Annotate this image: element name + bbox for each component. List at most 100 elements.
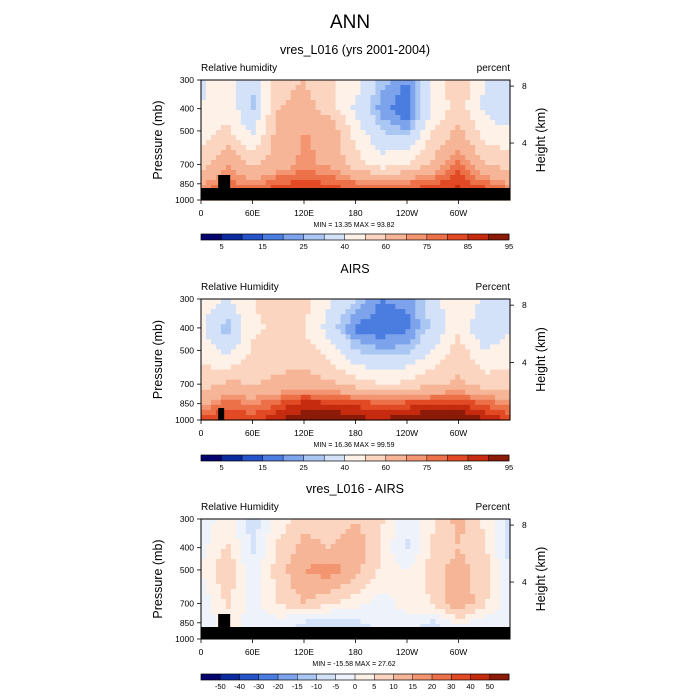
heatmap-cell [290,304,297,310]
heatmap-cell [285,175,292,181]
heatmap-cell [345,110,352,116]
heatmap-cell [201,364,207,371]
heatmap-cell [440,394,446,401]
heatmap-cell [285,90,292,96]
heatmap-cell [201,394,207,401]
heatmap-cell [260,100,267,106]
heatmap-cell [465,135,471,141]
heatmap-cell [290,579,297,585]
heatmap-cell [250,384,257,391]
heatmap-cell [380,384,386,391]
heatmap-cell [505,120,511,126]
heatmap-cell [505,534,511,540]
heatmap-cell [315,150,322,156]
heatmap-cell [335,534,342,540]
heatmap-cell [500,324,506,330]
heatmap-cell [255,359,262,366]
heatmap-cell [225,90,232,96]
heatmap-cell [445,105,451,111]
heatmap-cell [460,170,466,176]
heatmap-cell [380,559,386,565]
heatmap-cell [240,314,247,320]
heatmap-cell [285,364,292,371]
heatmap-cell [420,349,426,356]
heatmap-cell [490,100,496,106]
heatmap-cell [390,319,396,325]
heatmap-cell [235,339,242,345]
heatmap-cell [470,404,476,411]
heatmap-cell [380,175,386,181]
heatmap-cell [240,369,247,376]
heatmap-cell [275,80,282,86]
heatmap-cell [215,90,222,96]
heatmap-cell [470,85,476,91]
xtick-label: 180 [348,208,362,218]
heatmap-cell [300,589,307,595]
heatmap-cell [500,100,506,106]
heatmap-cell [450,319,456,325]
heatmap-cell [480,554,486,560]
heatmap-cell [255,384,262,391]
heatmap-cell [260,314,267,320]
heatmap-cell [505,319,511,325]
heatmap-cell [440,95,446,101]
heatmap-cell [370,150,377,156]
heatmap-cell [415,359,421,366]
heatmap-cell [201,604,207,610]
colorbar-swatch [451,674,471,680]
heatmap-cell [445,539,451,545]
heatmap-cell [415,369,421,376]
heatmap-cell [240,304,247,310]
heatmap-cell [290,135,297,141]
heatmap-cell [460,609,466,615]
heatmap-cell [485,609,491,615]
heatmap-cell [250,544,257,550]
heatmap-cell [485,145,491,151]
heatmap-cell [305,574,312,580]
heatmap-cell [280,574,287,580]
heatmap-cell [240,100,247,106]
heatmap-cell [450,549,456,555]
heatmap-cell [420,389,426,396]
heatmap-cells [201,299,511,421]
heatmap-cell [360,80,367,86]
heatmap-cell [315,145,322,151]
heatmap-cell [495,559,501,565]
heatmap-cell [425,319,431,325]
heatmap-cell [430,125,436,131]
heatmap-cell [215,170,222,176]
heatmap-cell [280,579,287,585]
heatmap-cell [205,549,212,555]
heatmap-cell [400,549,406,555]
heatmap-cell [290,534,297,540]
heatmap-cell [480,579,486,585]
heatmap-cell [475,125,481,131]
heatmap-cell [335,599,342,605]
heatmap-cell [355,359,362,366]
heatmap-cell [250,529,257,535]
heatmap-cell [420,414,426,421]
heatmap-cell [250,319,257,325]
heatmap-cell [335,574,342,580]
heatmap-cell [495,564,501,570]
heatmap-cell [345,85,352,91]
heatmap-cell [235,399,242,406]
heatmap-cell [410,339,416,345]
heatmap-cell [355,579,362,585]
heatmap-cell [290,554,297,560]
heatmap-cell [240,175,247,181]
heatmap-cell [245,329,252,335]
heatmap-cell [460,519,466,525]
heatmap-cell [480,90,486,96]
heatmap-cell [445,80,451,86]
heatmap-cell [420,574,426,580]
heatmap-cell [395,135,401,141]
heatmap-cell [490,564,496,570]
heatmap-cell [460,524,466,530]
heatmap-cell [490,165,496,171]
heatmap-cell [330,155,337,161]
panel-title: vres_L016 - AIRS [306,482,404,496]
xtick-label: 0 [199,208,204,218]
heatmap-cell [380,100,386,106]
heatmap-cell [420,160,426,166]
